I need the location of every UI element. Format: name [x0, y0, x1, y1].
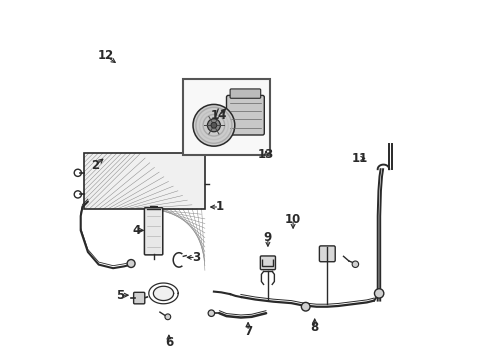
Text: 13: 13 — [258, 148, 274, 161]
Circle shape — [301, 302, 309, 311]
Text: 14: 14 — [211, 109, 227, 122]
Circle shape — [207, 119, 220, 132]
Text: 5: 5 — [116, 289, 124, 302]
Text: 7: 7 — [244, 325, 252, 338]
Circle shape — [208, 310, 214, 316]
Circle shape — [127, 260, 135, 267]
Text: 8: 8 — [310, 321, 318, 334]
Circle shape — [193, 104, 234, 146]
Bar — [183, 79, 269, 155]
Bar — [84, 153, 204, 209]
Text: 3: 3 — [191, 251, 200, 264]
Text: 6: 6 — [164, 336, 173, 349]
FancyBboxPatch shape — [319, 246, 335, 262]
Circle shape — [351, 261, 358, 267]
Circle shape — [164, 314, 170, 320]
Text: 11: 11 — [351, 152, 367, 165]
Polygon shape — [153, 286, 173, 301]
FancyBboxPatch shape — [230, 89, 260, 98]
Text: 4: 4 — [132, 224, 141, 237]
FancyBboxPatch shape — [144, 208, 163, 255]
Circle shape — [374, 289, 383, 298]
Text: 9: 9 — [263, 231, 271, 244]
Text: 1: 1 — [215, 201, 223, 213]
FancyBboxPatch shape — [260, 256, 275, 270]
Bar — [84, 153, 204, 209]
Text: 2: 2 — [91, 159, 99, 172]
Text: 10: 10 — [285, 213, 301, 226]
Circle shape — [211, 122, 216, 128]
FancyBboxPatch shape — [226, 95, 264, 135]
Text: 12: 12 — [98, 49, 114, 62]
FancyBboxPatch shape — [133, 292, 144, 304]
